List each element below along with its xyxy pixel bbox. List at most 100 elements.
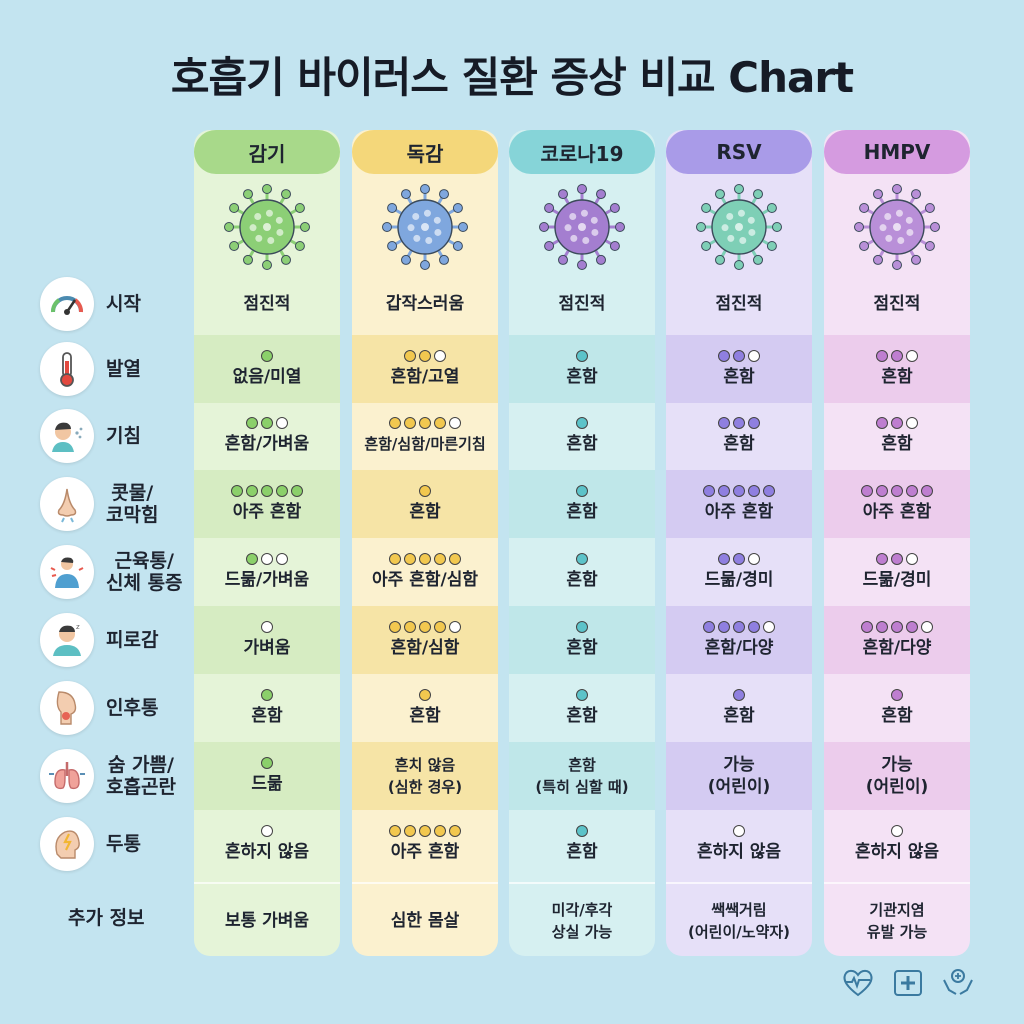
table-cell: 흔함 <box>352 674 498 742</box>
severity-dot <box>891 553 903 565</box>
severity-dots <box>876 417 918 429</box>
severity-dots <box>861 621 933 633</box>
cell-text: 드묾 <box>251 774 283 794</box>
row-label: z 피로감 <box>40 612 198 668</box>
severity-dots <box>389 621 461 633</box>
severity-dot <box>419 350 431 362</box>
row-label: 기침 <box>40 408 198 464</box>
severity-dot <box>921 621 933 633</box>
table-cell: 가능 (어린이) <box>824 742 970 810</box>
table-cell: 흔함 <box>824 335 970 403</box>
body-ache-icon <box>40 545 94 599</box>
footer-icons <box>840 964 976 1004</box>
severity-dot <box>246 417 258 429</box>
page-title: 호흡기 바이러스 질환 증상 비교 Chart <box>170 53 854 102</box>
cell-text: 흔함 <box>409 706 441 726</box>
severity-dot <box>261 553 273 565</box>
table-cell: 흔함 <box>666 674 812 742</box>
table-cell: 흔함 <box>194 674 340 742</box>
table-cell: 흔함 <box>509 470 655 538</box>
table-cell: 흔함 <box>509 810 655 878</box>
table-cell: 드묾/경미 <box>666 538 812 606</box>
row-label: 근육통/ 신체 통증 <box>40 544 198 600</box>
table-cell: 흔함/다양 <box>666 606 812 674</box>
cell-text: 점진적 <box>243 294 291 314</box>
cell-text: 흔함 <box>566 638 598 658</box>
table-cell: 흔함 <box>824 402 970 470</box>
severity-dot <box>246 553 258 565</box>
severity-dot <box>404 553 416 565</box>
extra-info-text: 심한 몸살 <box>390 911 460 931</box>
cell-text: 흔함 <box>723 367 755 387</box>
severity-dot <box>419 825 431 837</box>
severity-dot <box>718 350 730 362</box>
severity-dot <box>576 350 588 362</box>
severity-dot <box>861 485 873 497</box>
lungs-icon <box>40 749 94 803</box>
severity-dot <box>718 553 730 565</box>
row-label: 인후통 <box>40 680 198 736</box>
table-cell: 흔함/고열 <box>352 335 498 403</box>
severity-dot <box>434 350 446 362</box>
cell-text: 흔함/심함 <box>390 638 460 658</box>
cell-text: 드묾/경미 <box>704 570 774 590</box>
severity-dots <box>576 350 588 362</box>
severity-dot <box>246 485 258 497</box>
severity-dots <box>261 825 273 837</box>
severity-dot <box>276 553 288 565</box>
table-cell: 드묾/가벼움 <box>194 538 340 606</box>
virus-icon <box>852 182 942 272</box>
table-cell: 흔함 <box>666 402 812 470</box>
severity-dots <box>419 689 431 701</box>
cell-text: 흔함 <box>566 570 598 590</box>
severity-dot <box>404 621 416 633</box>
cell-text: 흔함 <box>881 367 913 387</box>
severity-dot <box>404 825 416 837</box>
severity-dots <box>576 485 588 497</box>
table-cell: 갑작스러움 <box>352 270 498 338</box>
column-header: HMPV <box>824 130 970 174</box>
severity-dot <box>733 485 745 497</box>
severity-dots <box>576 689 588 701</box>
severity-dot <box>891 621 903 633</box>
row-label-text: 발열 <box>106 358 141 380</box>
table-cell: 흔함/다양 <box>824 606 970 674</box>
table-cell: 아주 흔함 <box>666 470 812 538</box>
tired-person-icon: z <box>40 613 94 667</box>
virus-icon <box>694 182 784 272</box>
severity-dots <box>891 689 903 701</box>
table-cell: 드묾/경미 <box>824 538 970 606</box>
row-label-text: 피로감 <box>106 629 159 651</box>
extra-info-text: 쌕쌕거림 (어린이/노약자) <box>688 901 790 941</box>
cell-text: 흔함/다양 <box>862 638 932 658</box>
table-cell: 흔하지 않음 <box>666 810 812 878</box>
severity-dot <box>576 553 588 565</box>
severity-dot <box>891 350 903 362</box>
table-cell: 점진적 <box>509 270 655 338</box>
table-cell: 흔함 <box>352 470 498 538</box>
table-cell: 흔함 <box>509 606 655 674</box>
row-label: 숨 가쁨/ 호흡곤란 <box>40 748 198 804</box>
severity-dot <box>733 417 745 429</box>
severity-dot <box>261 350 273 362</box>
severity-dot <box>876 553 888 565</box>
cell-text: 갑작스러움 <box>385 294 465 314</box>
severity-dot <box>891 417 903 429</box>
column-header: 독감 <box>352 130 498 174</box>
cell-text: 흔함 <box>566 842 598 862</box>
cell-text: 없음/미열 <box>232 367 302 387</box>
extra-info-cell: 심한 몸살 <box>352 882 498 956</box>
cell-text: 점진적 <box>715 294 763 314</box>
severity-dot <box>261 621 273 633</box>
severity-dots <box>576 417 588 429</box>
severity-dots <box>419 485 431 497</box>
table-cell: 점진적 <box>194 270 340 338</box>
column-1: 독감 갑작스러움 흔함/고열 흔함/심함/마른기침 흔함 아주 흔함/심함 흔함/심함 흔함 흔… <box>352 130 498 956</box>
throat-icon <box>40 681 94 735</box>
table-cell: 흔함/심함/마른기침 <box>352 402 498 470</box>
table-cell: 흔함 <box>509 335 655 403</box>
table-cell: 없음/미열 <box>194 335 340 403</box>
cell-text: 흔함 <box>723 434 755 454</box>
severity-dots <box>703 621 775 633</box>
severity-dot <box>576 485 588 497</box>
